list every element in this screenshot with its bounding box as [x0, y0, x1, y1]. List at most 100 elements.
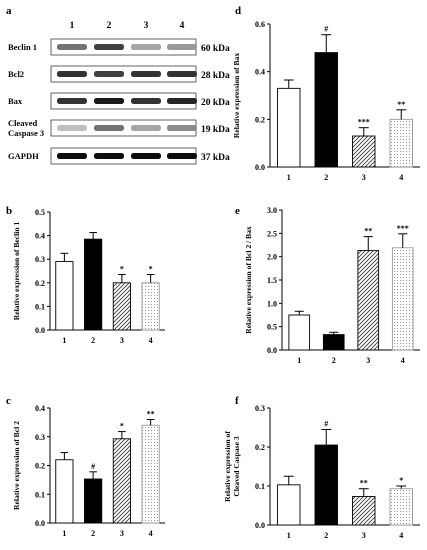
- x-tick-label: 3: [120, 529, 124, 538]
- panel-label: d: [235, 5, 241, 17]
- y-tick-label: 0.0: [35, 519, 45, 528]
- y-axis-label: Relative expression of Bax: [232, 53, 241, 138]
- blot-band: [167, 98, 197, 104]
- y-tick-label: 0.4: [255, 68, 265, 77]
- blot-band: [57, 71, 87, 77]
- bar: [314, 444, 338, 526]
- blot-band: [167, 71, 197, 77]
- y-tick-label: 0.3: [35, 433, 45, 442]
- blot-protein-label: GAPDH: [8, 151, 39, 161]
- bar: [352, 135, 376, 168]
- y-tick-label: 2.5: [267, 229, 277, 238]
- y-tick-label: 0.0: [267, 346, 277, 355]
- blot-band: [57, 153, 87, 159]
- bar: [389, 118, 413, 168]
- blot-band: [57, 125, 87, 131]
- bar: [277, 484, 301, 526]
- blot-protein-label: Beclin 1: [8, 42, 37, 52]
- x-tick-label: 4: [401, 356, 405, 365]
- blot-band: [131, 98, 161, 104]
- bar-chart-f: f 0.0 0.1 0.2 0.3 1 #2 ** 3 * 4 Relative expression…: [223, 395, 420, 540]
- blot-band: [167, 125, 197, 131]
- y-tick-label: 0.2: [255, 443, 265, 452]
- blot-band: [167, 153, 197, 159]
- y-tick-label: 0.0: [255, 521, 265, 530]
- bar: [391, 247, 414, 351]
- bar: [112, 282, 131, 331]
- lane-label: 1: [70, 21, 75, 31]
- blot-protein-label: Bax: [8, 96, 23, 106]
- y-axis-label: Relative expression of Bcl 2: [12, 421, 21, 510]
- blot-size-label: 19 kDa: [201, 125, 230, 135]
- bar: [141, 282, 160, 331]
- blot-protein-label: Bcl2: [8, 69, 24, 79]
- y-tick-label: 0.2: [35, 279, 45, 288]
- bar: [55, 459, 74, 524]
- blot-band: [131, 44, 161, 50]
- significance-label: *: [149, 265, 153, 274]
- significance-label: *: [399, 476, 403, 485]
- x-tick-label: 4: [399, 531, 403, 540]
- significance-label: ***: [397, 224, 409, 233]
- y-tick-label: 0.3: [35, 255, 45, 264]
- blot-band: [94, 71, 124, 77]
- x-tick-label: 2: [332, 356, 336, 365]
- significance-label: *: [120, 422, 124, 431]
- blot-band: [94, 125, 124, 131]
- y-tick-label: 0.1: [35, 302, 45, 311]
- x-tick-label: 1: [287, 531, 291, 540]
- bar: [314, 52, 338, 168]
- lane-label: 3: [144, 21, 149, 31]
- blot-size-label: 60 kDa: [201, 44, 230, 54]
- bar-chart-e: e 0.0 0.5 1.0 1.5 2.0 2.5 3.0 1 2 ** 3 *** 4 Relative …: [235, 205, 420, 365]
- panel-label: f: [235, 395, 239, 407]
- x-tick-label: 4: [149, 529, 153, 538]
- blot-protein-label: Caspase 3: [8, 128, 44, 138]
- bar-chart-d: d 0.0 0.2 0.4 0.6 1 #2 *** 3 ** 4 Relative expressi…: [232, 5, 420, 182]
- significance-label: **: [397, 100, 405, 109]
- panel-label: b: [6, 205, 12, 217]
- blot-band: [167, 44, 197, 50]
- bar: [389, 488, 413, 526]
- x-tick-label: 2: [91, 529, 95, 538]
- x-tick-label: 3: [362, 531, 366, 540]
- bar: [288, 314, 311, 351]
- y-tick-label: 3.0: [267, 206, 277, 215]
- bar: [84, 478, 103, 524]
- panel-label-a: a: [6, 5, 12, 17]
- bar: [141, 424, 160, 524]
- significance-label: **: [364, 227, 372, 236]
- bar: [322, 334, 345, 351]
- y-tick-label: 0.1: [255, 482, 265, 491]
- bar: [112, 438, 131, 524]
- blot-size-label: 37 kDa: [201, 153, 230, 163]
- panel-label: c: [6, 395, 11, 407]
- lane-label: 4: [180, 21, 185, 31]
- bar: [84, 238, 103, 331]
- blot-band: [94, 98, 124, 104]
- y-tick-label: 0.4: [35, 232, 45, 241]
- y-axis-label: Relative expression of: [223, 431, 232, 502]
- significance-label: **: [360, 479, 368, 488]
- y-tick-label: 0.2: [255, 115, 265, 124]
- y-tick-label: 0.1: [35, 490, 45, 499]
- bar: [357, 250, 380, 351]
- blot-size-label: 28 kDa: [201, 71, 230, 81]
- x-tick-label: 1: [287, 173, 291, 182]
- bar-chart-c: c 0.0 0.1 0.2 0.3 0.4 1 #2 * 3 ** 4 Relative express…: [6, 395, 165, 538]
- blot-band: [94, 44, 124, 50]
- blot-band: [131, 71, 161, 77]
- blot-band: [94, 153, 124, 159]
- y-axis-label: Cleaved Caspase 3: [232, 436, 241, 497]
- bar: [55, 261, 74, 331]
- x-tick-label: 2: [91, 336, 95, 345]
- y-tick-label: 1.5: [267, 276, 277, 285]
- y-axis-label: Relative expression of Bcl 2 / Bax: [244, 226, 253, 334]
- y-tick-label: 0.5: [267, 323, 277, 332]
- significance-label: ***: [358, 118, 370, 127]
- x-tick-label: 3: [366, 356, 370, 365]
- bar: [352, 496, 376, 526]
- y-tick-label: 0.2: [35, 462, 45, 471]
- y-tick-label: 0.6: [255, 20, 265, 29]
